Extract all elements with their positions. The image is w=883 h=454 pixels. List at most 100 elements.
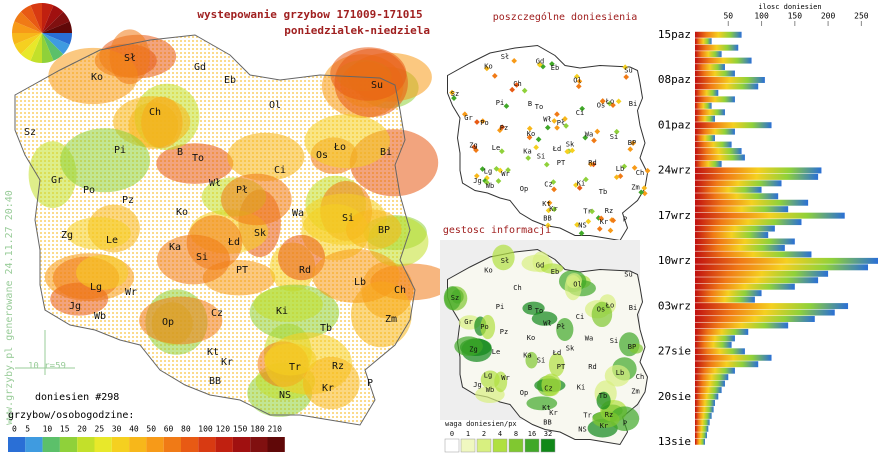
bar — [695, 193, 779, 200]
legend-label: 0 — [12, 425, 17, 434]
report-dot — [550, 179, 557, 185]
map-blob — [312, 249, 400, 303]
legend-swatch — [492, 438, 508, 453]
city-label: Sk — [254, 228, 266, 239]
city-label: Ci — [576, 313, 584, 321]
city-label: Si — [342, 213, 354, 224]
city-label: Zm — [631, 388, 639, 396]
report-dot — [627, 146, 634, 153]
report-dot — [573, 182, 579, 188]
city-label: Po — [83, 185, 95, 196]
legend-label: 1 — [466, 430, 470, 438]
city-label: P — [367, 378, 373, 389]
city-label: P — [623, 420, 627, 428]
city-label: Pz — [500, 328, 508, 336]
report-dot — [591, 137, 597, 144]
bar — [695, 309, 835, 316]
city-label: Łd — [552, 145, 561, 153]
legend-swatch — [77, 437, 95, 452]
map-blob — [345, 209, 402, 250]
report-dot — [578, 230, 585, 237]
legend-label: 8 — [514, 430, 518, 438]
city-label: Ło — [333, 142, 346, 153]
city-label: Lb — [616, 165, 624, 173]
legend-label: 40 — [129, 425, 139, 434]
map-blob — [156, 143, 234, 184]
legend-swatch — [267, 437, 285, 452]
city-label: Wł — [543, 320, 551, 328]
city-label: PT — [236, 265, 248, 276]
report-dot — [513, 82, 520, 88]
legend-label: 4 — [498, 430, 502, 438]
city-label: Zg — [469, 142, 477, 150]
city-label: Ło — [605, 98, 614, 106]
city-label: Zm — [385, 314, 397, 325]
city-label: Pz — [122, 195, 134, 206]
legend-title: grzybow/osobogodzine: — [8, 410, 134, 421]
wheel-sector — [42, 11, 70, 33]
city-label: Os — [316, 150, 328, 161]
city-label: Eb — [551, 268, 559, 276]
wheel-sector — [14, 33, 42, 55]
city-label: Łd — [552, 349, 561, 357]
legend-swatch — [250, 437, 268, 452]
report-dot — [499, 148, 505, 155]
city-label: Ol — [573, 77, 581, 85]
bar — [695, 219, 802, 226]
wheel-sector — [42, 33, 54, 63]
bar — [695, 212, 845, 219]
density-blob — [531, 311, 558, 326]
subtitle: poniedzialek-niedziela — [284, 24, 430, 37]
city-label: BP — [378, 225, 390, 236]
report-dot — [583, 176, 589, 183]
density-blob — [548, 352, 565, 377]
city-label: Jg — [473, 177, 481, 185]
report-dot — [563, 123, 569, 129]
map-blob — [264, 343, 317, 376]
map-blob — [113, 96, 191, 148]
city-label: Sł — [501, 257, 509, 265]
city-label: Ki — [577, 384, 585, 392]
report-count: doniesien #298 — [35, 392, 119, 403]
report-dot — [535, 136, 542, 143]
city-label: Ch — [513, 80, 521, 88]
report-dot — [589, 208, 595, 215]
legend-swatch — [42, 437, 60, 452]
map-blob — [220, 173, 292, 226]
y-tick-label: 03wrz — [658, 299, 691, 312]
city-label: Si — [610, 133, 618, 141]
city-label: Cz — [544, 385, 552, 393]
density-blob — [541, 263, 564, 274]
legend-label: 120 — [216, 425, 231, 434]
bar — [695, 232, 769, 238]
city-label: Ki — [276, 306, 288, 317]
legend-swatch — [460, 438, 476, 453]
map-blob — [334, 48, 408, 118]
y-tick-label: 27sie — [658, 345, 691, 358]
legend-swatch — [163, 437, 181, 452]
city-label: Ch — [394, 285, 406, 296]
x-tick-label: 250 — [854, 12, 869, 21]
city-label: Rz — [605, 207, 613, 215]
bar — [695, 400, 715, 406]
wheel-sector — [42, 3, 54, 33]
city-label: BP — [628, 139, 636, 147]
bar — [695, 335, 735, 342]
report-dot — [594, 128, 601, 135]
city-label: Pł — [557, 323, 565, 331]
bar — [695, 122, 772, 129]
city-label: BP — [628, 343, 636, 351]
city-label: Ko — [176, 207, 188, 218]
city-label: Bi — [629, 100, 637, 108]
report-dot — [574, 221, 580, 228]
city-label: Pł — [236, 185, 248, 196]
legend-swatch — [198, 437, 216, 452]
city-label: Zg — [61, 230, 73, 241]
bar — [695, 64, 725, 71]
city-label: Kr — [322, 383, 334, 394]
city-label: Sk — [566, 345, 575, 353]
legend-swatch — [181, 437, 199, 452]
report-dot — [462, 111, 468, 118]
bar — [695, 173, 819, 180]
report-dot — [546, 200, 553, 206]
